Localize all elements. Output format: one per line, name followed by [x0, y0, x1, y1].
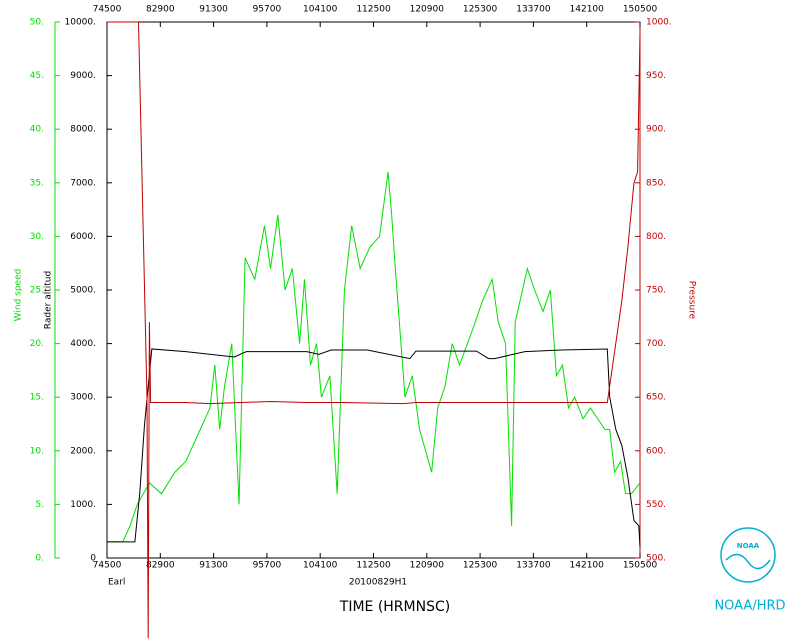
flight-id: 20100829H1 [349, 578, 407, 588]
x-tick-label-top: 95700 [253, 5, 282, 15]
credit: NOAA/HRD [714, 599, 785, 614]
y-tick-label: 45. [30, 71, 44, 81]
series-line [107, 21, 641, 639]
y2-tick-label: 9000. [70, 71, 96, 81]
y3-tick-label: 800. [646, 232, 666, 242]
logo-text: NOAA [737, 542, 760, 550]
y2-tick-label: 7000. [70, 178, 96, 188]
plot-frame [106, 21, 641, 559]
y2-axis-label: Rader altitud [44, 271, 54, 329]
x-tick-label-top: 142100 [570, 5, 605, 15]
y-tick-label: 25. [30, 286, 44, 296]
y3-tick-label: 700. [646, 339, 666, 349]
y-tick-label: 50. [30, 18, 44, 28]
y3-tick-label: 550. [646, 500, 666, 510]
x-tick-label-top: 150500 [623, 5, 658, 15]
x-tick-label: 95700 [253, 561, 282, 571]
x-tick-label: 125300 [463, 561, 498, 571]
y3-tick-label: 950. [646, 71, 666, 81]
y-tick-label: 35. [30, 178, 44, 188]
y-tick-label: 5. [35, 500, 44, 510]
y3-tick-label: 600. [646, 446, 666, 456]
x-tick-label: 133700 [516, 561, 551, 571]
y-tick-label: 20. [30, 339, 44, 349]
x-tick-label: 91300 [199, 561, 228, 571]
y-tick-label: 40. [30, 125, 44, 135]
x-axis-label: TIME (HRMNSC) [339, 599, 450, 615]
y3-tick-label: 1000. [646, 18, 672, 28]
y-tick-label: 0. [35, 554, 44, 564]
y2-tick-label: 5000. [70, 286, 96, 296]
x-tick-label: 120900 [410, 561, 445, 571]
y2-tick-label: 10000. [65, 18, 97, 28]
x-tick-label-top: 133700 [516, 5, 551, 15]
y2-tick-label: 8000. [70, 125, 96, 135]
x-tick-label-top: 74500 [93, 5, 122, 15]
y3-tick-label: 750. [646, 286, 666, 296]
x-tick-label-top: 104100 [303, 5, 338, 15]
x-tick-label-top: 82900 [146, 5, 175, 15]
x-tick-label: 112500 [356, 561, 391, 571]
x-tick-label-top: 91300 [199, 5, 228, 15]
y3-tick-label: 500. [646, 554, 666, 564]
x-tick-label: 74500 [93, 561, 122, 571]
y2-tick-label: 3000. [70, 393, 96, 403]
x-tick-label-top: 112500 [356, 5, 391, 15]
series-line [107, 172, 641, 543]
y3-tick-label: 900. [646, 125, 666, 135]
y3-axis-label: Pressure [687, 281, 697, 320]
y2-tick-label: 2000. [70, 446, 96, 456]
storm-name: Earl [108, 578, 125, 588]
y2-tick-label: 6000. [70, 232, 96, 242]
y-tick-label: 30. [30, 232, 44, 242]
y3-tick-label: 850. [646, 178, 666, 188]
logo-wave [725, 553, 771, 570]
x-tick-label-top: 125300 [463, 5, 498, 15]
logo-ring [720, 527, 776, 583]
x-tick-label-top: 120900 [410, 5, 445, 15]
x-tick-label: 104100 [303, 561, 338, 571]
y-axis-label: Wind speed [14, 269, 24, 322]
x-tick-label: 142100 [570, 561, 605, 571]
x-tick-label: 150500 [623, 561, 658, 571]
y2-tick-label: 4000. [70, 339, 96, 349]
series-line [107, 348, 641, 548]
logo: NOAA [720, 527, 776, 583]
y-tick-label: 10. [30, 446, 44, 456]
y-tick-label: 15. [30, 393, 44, 403]
x-tick-label: 82900 [146, 561, 175, 571]
y2-tick-label: 1000. [70, 500, 96, 510]
y2-tick-label: 0 [90, 554, 96, 564]
y3-tick-label: 650. [646, 393, 666, 403]
